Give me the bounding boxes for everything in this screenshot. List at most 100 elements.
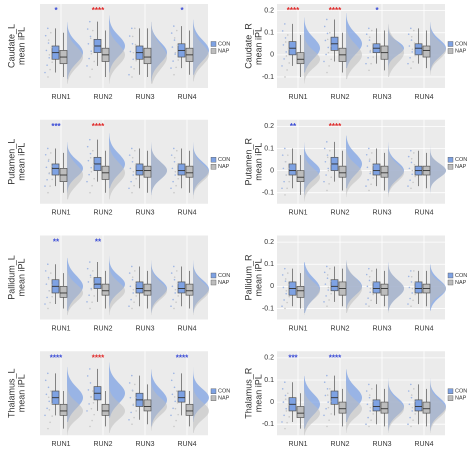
rain-point [284,394,287,397]
rain-point [327,286,330,289]
rain-point [92,402,95,404]
rain-point [408,45,411,47]
rain-point [134,396,137,399]
rain-point [176,44,179,47]
rain-point [132,288,135,291]
x-tick-label: RUN3 [135,325,154,332]
rain-point [89,37,92,40]
violin [346,382,362,434]
rain-point [286,69,288,71]
rain-point [176,163,179,166]
legend-swatch [447,48,454,54]
rain-point [371,400,374,403]
rain-point [132,174,134,176]
legend-label: CON [455,389,467,395]
rain-point [170,187,172,190]
x-tick-label: RUN2 [93,441,112,448]
rain-point [173,25,175,27]
rain-point [47,42,50,44]
box [101,403,110,416]
rain-point [368,158,371,160]
rain-point [92,163,95,166]
rain-point [89,307,91,310]
rain-point [86,375,89,377]
rain-point [89,261,91,263]
rain-point [368,69,370,72]
box [422,401,431,414]
legend-swatch [210,388,217,394]
rain-point [135,177,137,180]
rain-point [176,402,179,404]
rain-point [370,419,372,421]
rain-point [173,372,175,375]
legend-label: NAP [218,396,230,402]
rain-point [372,293,375,296]
rain-point [89,382,92,384]
violin [430,23,446,75]
legend-label: CON [455,273,467,279]
rain-point [414,293,417,296]
rain-point [50,402,53,405]
rain-point [368,383,370,386]
rain-point [281,274,284,276]
rain-point [371,42,374,45]
rain-point [90,170,93,173]
rain-point [323,60,325,63]
rain-point [284,41,287,43]
rain-point [328,183,330,185]
significance-stars: * [54,6,58,15]
violin [109,264,125,316]
rain-point [134,27,136,30]
rain-point [87,281,90,283]
rain-point [413,152,415,154]
rain-point [172,407,174,410]
rain-point [367,416,369,419]
plot-background [277,235,445,320]
y-tick-label: 0 [270,167,274,174]
rain-point [91,301,93,303]
rain-point [89,156,92,159]
legend-swatch [447,388,454,394]
rain-point [411,51,414,53]
rain-point [132,51,135,54]
violin [430,264,446,313]
box [296,170,305,182]
rain-point [176,270,178,272]
rain-point [326,394,329,396]
rain-point [47,158,50,161]
rain-point [48,400,50,403]
rain-point [323,301,325,303]
legend-swatch [447,164,454,170]
rain-point [86,410,88,412]
box [422,45,431,58]
rain-point [171,46,174,48]
rain-point [44,379,47,382]
rain-point [48,56,50,59]
significance-stars: * [180,6,184,15]
legend-swatch [210,164,217,170]
rain-point [327,46,330,49]
rain-point [368,425,370,428]
rain-point [282,167,285,170]
rain-point [412,419,414,421]
y-axis-label: Putamen_L mean iPL [6,139,26,185]
legend-swatch [210,279,217,286]
rain-point [409,179,411,181]
rain-point [170,67,172,69]
rain-point [86,301,88,303]
rain-point [172,180,174,183]
legend-swatch [210,395,217,401]
rain-point [173,425,175,428]
rain-point [372,413,375,415]
rain-point [410,187,412,190]
rain-point [282,44,285,46]
rain-point [365,62,367,65]
rain-point [408,167,411,170]
rain-point [408,403,411,406]
rain-point [329,388,331,390]
y-tick-label: 0.1 [264,145,274,152]
plot-background [277,351,445,436]
rain-point [50,165,53,167]
rain-point [135,59,137,62]
